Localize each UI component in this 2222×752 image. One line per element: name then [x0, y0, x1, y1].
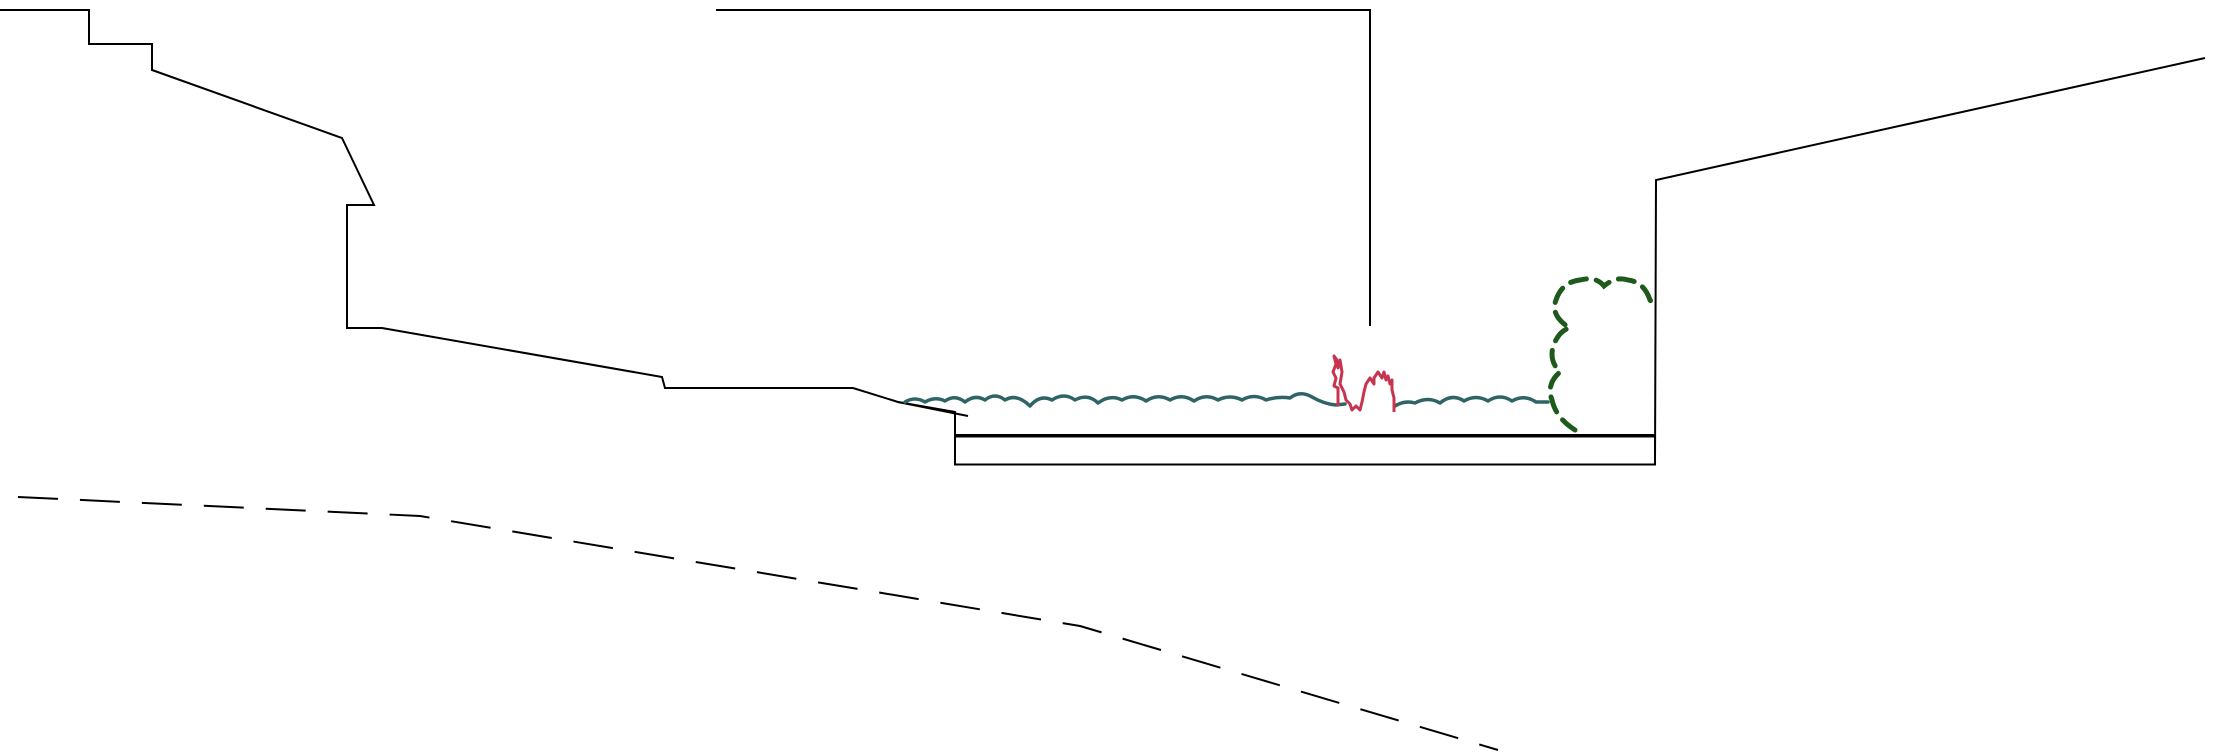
ground-transition-line [897, 401, 969, 417]
flowering-plant-icon [1331, 354, 1396, 412]
center-building-outline [716, 9, 1371, 326]
underground-dashed-line [17, 496, 1499, 751]
planter-base [954, 435, 1656, 466]
planter-bed [954, 434, 1656, 466]
right-building-outline [1654, 57, 2206, 465]
left-building-outline [0, 9, 956, 464]
shrub-canopy-icon [1547, 276, 1658, 433]
planter-soil-line [955, 434, 1655, 437]
groundcover-planting-icon [903, 392, 1550, 408]
